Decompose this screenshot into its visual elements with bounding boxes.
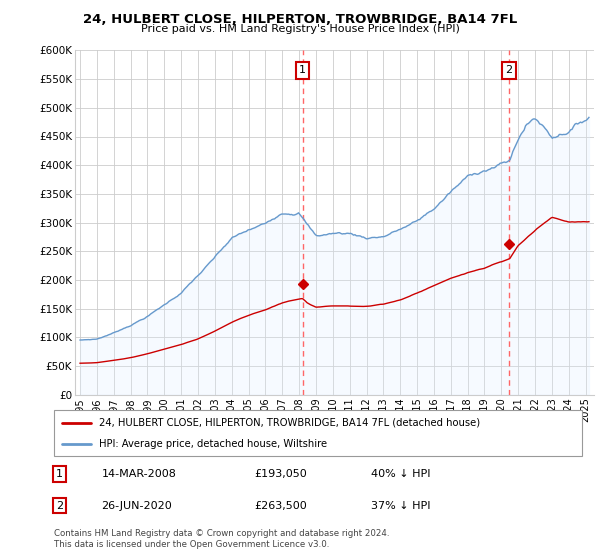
Text: 24, HULBERT CLOSE, HILPERTON, TROWBRIDGE, BA14 7FL (detached house): 24, HULBERT CLOSE, HILPERTON, TROWBRIDGE… <box>99 418 480 428</box>
FancyBboxPatch shape <box>54 410 582 456</box>
Text: HPI: Average price, detached house, Wiltshire: HPI: Average price, detached house, Wilt… <box>99 439 327 449</box>
Text: 40% ↓ HPI: 40% ↓ HPI <box>371 469 430 479</box>
Text: 26-JUN-2020: 26-JUN-2020 <box>101 501 172 511</box>
Text: £263,500: £263,500 <box>254 501 307 511</box>
Text: 24, HULBERT CLOSE, HILPERTON, TROWBRIDGE, BA14 7FL: 24, HULBERT CLOSE, HILPERTON, TROWBRIDGE… <box>83 13 517 26</box>
Text: 1: 1 <box>299 66 306 76</box>
Text: 1: 1 <box>56 469 63 479</box>
Text: £193,050: £193,050 <box>254 469 307 479</box>
Text: 2: 2 <box>56 501 63 511</box>
Text: 14-MAR-2008: 14-MAR-2008 <box>101 469 176 479</box>
Text: Price paid vs. HM Land Registry's House Price Index (HPI): Price paid vs. HM Land Registry's House … <box>140 24 460 34</box>
Text: 37% ↓ HPI: 37% ↓ HPI <box>371 501 430 511</box>
Text: 2: 2 <box>506 66 512 76</box>
Text: Contains HM Land Registry data © Crown copyright and database right 2024.
This d: Contains HM Land Registry data © Crown c… <box>54 529 389 549</box>
